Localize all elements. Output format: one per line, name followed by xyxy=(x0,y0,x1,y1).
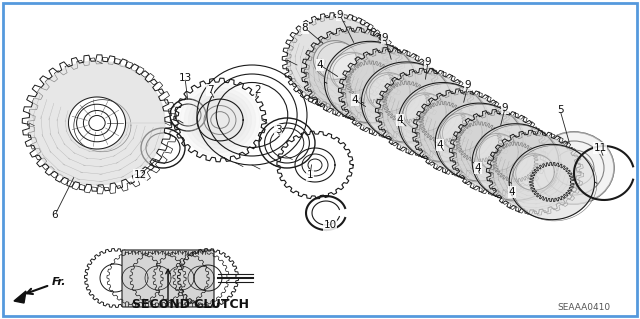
FancyBboxPatch shape xyxy=(122,250,214,307)
Polygon shape xyxy=(180,84,260,156)
Text: 9: 9 xyxy=(502,103,508,113)
Text: 5: 5 xyxy=(557,105,563,115)
Text: 2: 2 xyxy=(255,85,261,95)
Text: Fr.: Fr. xyxy=(52,277,67,287)
Polygon shape xyxy=(472,124,559,200)
Polygon shape xyxy=(362,62,452,142)
Polygon shape xyxy=(454,113,541,190)
Text: 9: 9 xyxy=(337,10,343,20)
Text: 4: 4 xyxy=(436,140,444,150)
Text: 6: 6 xyxy=(52,210,58,220)
Text: 3: 3 xyxy=(275,125,282,135)
Text: 13: 13 xyxy=(179,73,191,83)
Polygon shape xyxy=(380,72,470,152)
Polygon shape xyxy=(189,92,252,149)
Polygon shape xyxy=(417,93,505,171)
Text: 4: 4 xyxy=(352,95,358,105)
Text: 11: 11 xyxy=(593,143,607,153)
Text: 9: 9 xyxy=(425,57,431,67)
Text: 4: 4 xyxy=(397,115,403,125)
Text: 4: 4 xyxy=(317,60,323,70)
Polygon shape xyxy=(287,17,383,103)
Polygon shape xyxy=(491,134,577,210)
Text: SEAAA0410: SEAAA0410 xyxy=(557,303,610,313)
Polygon shape xyxy=(398,83,487,161)
Text: SECOND CLUTCH: SECOND CLUTCH xyxy=(132,298,249,311)
Polygon shape xyxy=(197,99,243,141)
Polygon shape xyxy=(343,52,434,132)
Polygon shape xyxy=(534,132,614,204)
Polygon shape xyxy=(509,144,595,220)
Text: 9: 9 xyxy=(381,33,388,43)
Polygon shape xyxy=(435,103,523,181)
Polygon shape xyxy=(29,61,165,185)
Text: 4: 4 xyxy=(475,163,481,173)
Text: 8: 8 xyxy=(301,23,308,33)
Text: 12: 12 xyxy=(133,170,147,180)
Polygon shape xyxy=(193,95,247,145)
Text: 10: 10 xyxy=(323,220,337,230)
Text: 9: 9 xyxy=(465,80,471,90)
Text: 4: 4 xyxy=(509,187,515,197)
Polygon shape xyxy=(324,41,416,123)
Text: 1: 1 xyxy=(307,170,314,180)
Polygon shape xyxy=(14,291,26,303)
Polygon shape xyxy=(306,31,398,113)
Text: 7: 7 xyxy=(207,85,213,95)
Polygon shape xyxy=(184,88,256,152)
